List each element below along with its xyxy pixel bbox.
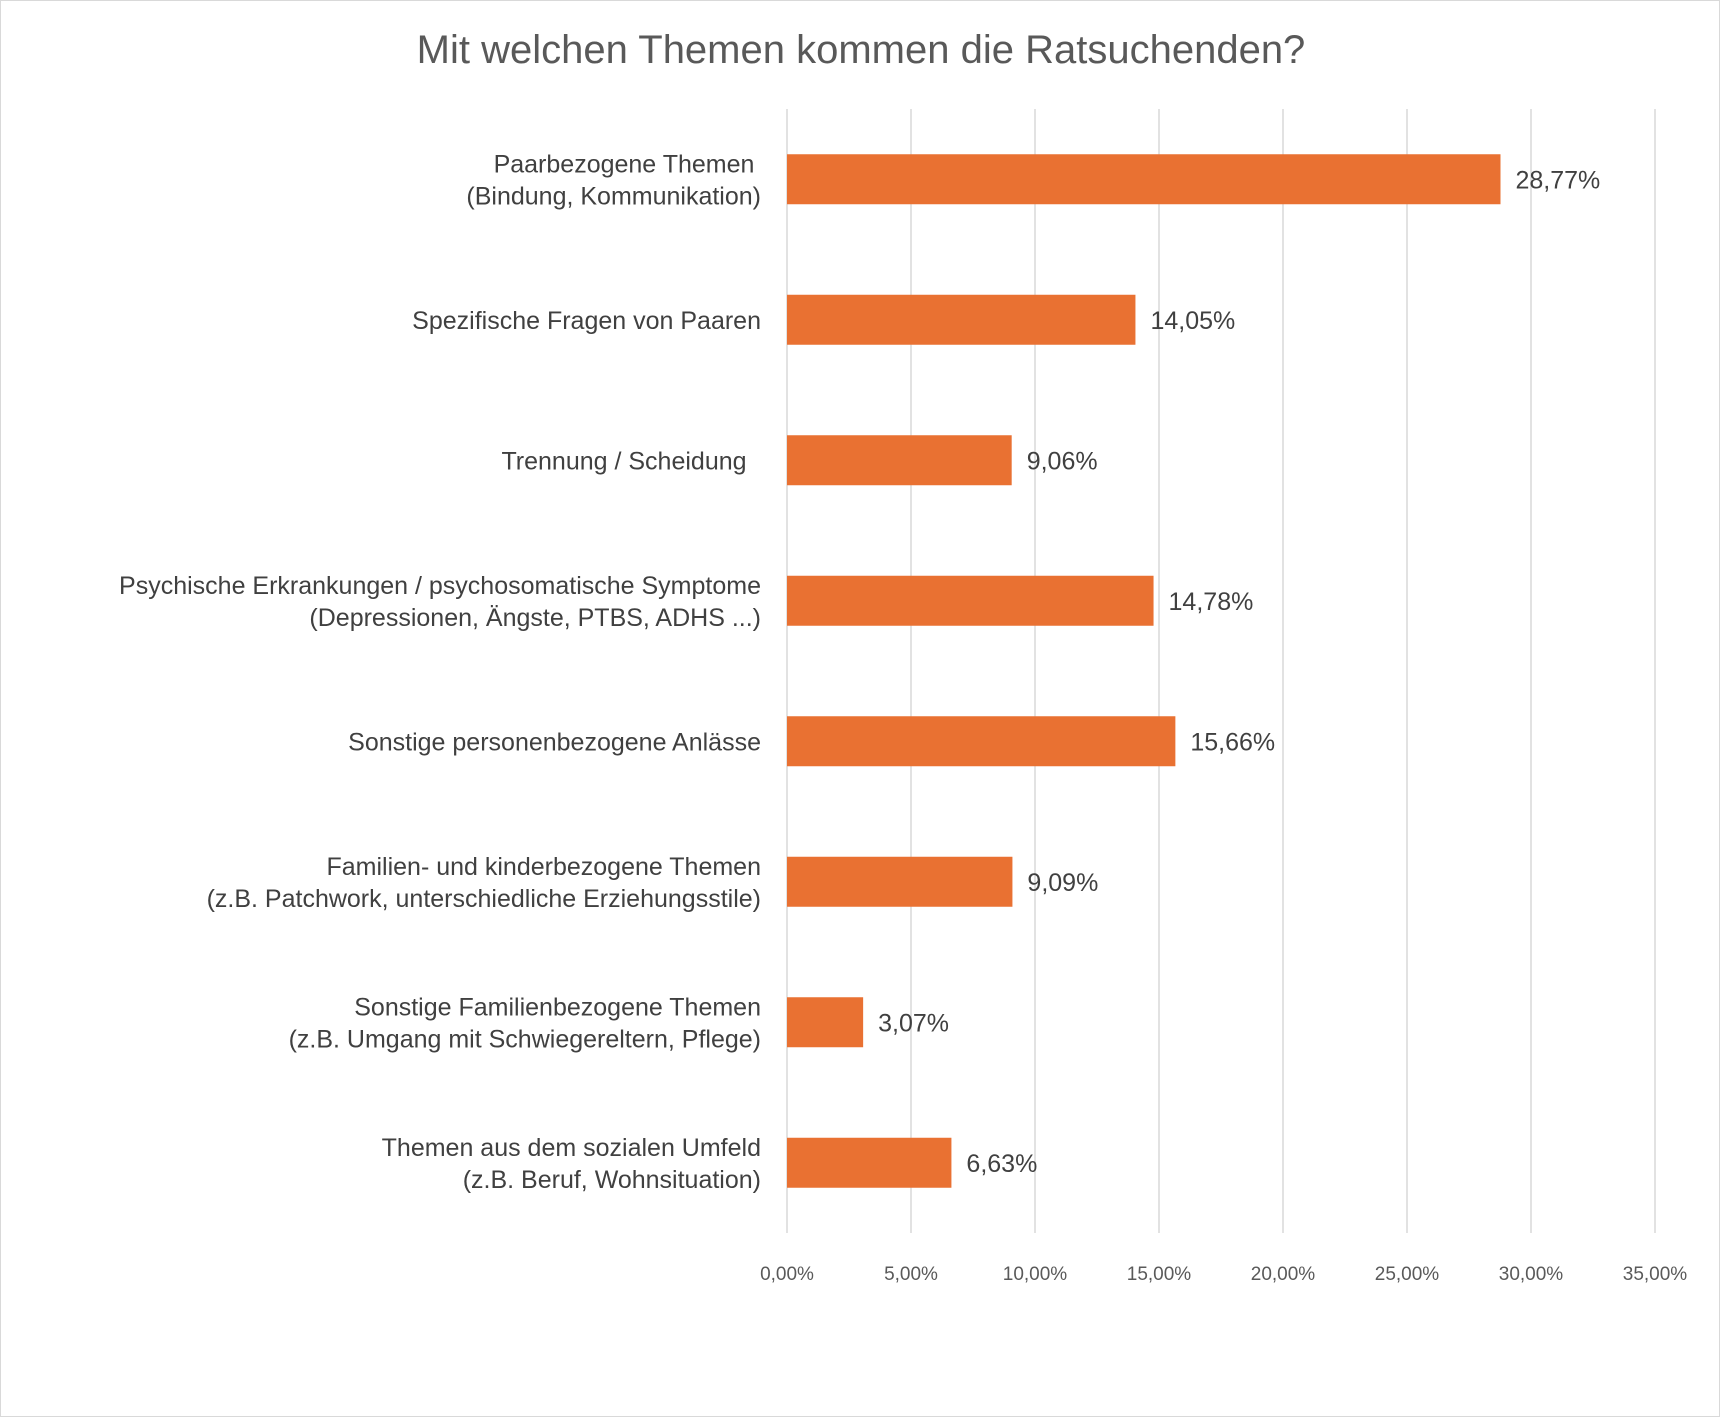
data-label: 3,07% [878, 1009, 949, 1037]
bar [787, 856, 1013, 907]
data-labels: 28,77% 14,05% 9,06% 14,78% 15,66% 9,09% 3,07% 6… [878, 166, 1600, 1178]
category-label: (z.B. Patchwork, unterschiedliche Erzieh… [207, 885, 761, 913]
data-label: 28,77% [1515, 166, 1600, 194]
x-tick-label: 35,00% [1623, 1264, 1688, 1285]
data-label: 9,06% [1027, 447, 1098, 475]
bar [787, 575, 1154, 626]
data-label: 9,09% [1027, 869, 1098, 897]
category-label: Familien- und kinderbezogene Themen [326, 853, 761, 881]
bar [787, 154, 1501, 205]
category-label: (z.B. Umgang mit Schwiegereltern, Pflege… [289, 1025, 761, 1053]
x-tick-label: 0,00% [760, 1264, 814, 1285]
bars [787, 154, 1501, 1188]
bar [787, 294, 1136, 345]
category-label: (Depressionen, Ängste, PTBS, ADHS ...) [309, 604, 761, 632]
gridlines [786, 109, 1656, 1233]
x-tick-label: 30,00% [1499, 1264, 1564, 1285]
chart-title: Mit welchen Themen kommen die Ratsuchend… [417, 28, 1306, 72]
data-label: 14,78% [1169, 588, 1254, 616]
bar [787, 435, 1012, 486]
x-tick-label: 25,00% [1375, 1264, 1440, 1285]
data-label: 14,05% [1150, 307, 1235, 335]
category-label: Sonstige personenbezogene Anlässe [348, 728, 761, 756]
category-label: (Bindung, Kommunikation) [466, 182, 761, 210]
category-label: (z.B. Beruf, Wohnsituation) [463, 1166, 761, 1194]
x-tick-label: 15,00% [1127, 1264, 1192, 1285]
category-label: Paarbezogene Themen [494, 150, 755, 178]
x-axis-ticks: 0,00% 5,00% 10,00% 15,00% 20,00% 25,00% 30,00%… [760, 1264, 1687, 1285]
category-label: Trennung / Scheidung [501, 447, 746, 475]
bar [787, 716, 1176, 767]
category-label: Themen aus dem sozialen Umfeld [382, 1134, 761, 1162]
x-tick-label: 20,00% [1251, 1264, 1316, 1285]
data-label: 15,66% [1190, 728, 1275, 756]
category-label: Psychische Erkrankungen / psychosomatisc… [119, 572, 761, 600]
category-label: Sonstige Familienbezogene Themen [354, 993, 761, 1021]
x-tick-label: 5,00% [884, 1264, 938, 1285]
bar [787, 997, 864, 1048]
category-label: Spezifische Fragen von Paaren [412, 307, 761, 335]
bar [787, 1137, 952, 1188]
category-labels: Paarbezogene Themen (Bindung, Kommunikati… [119, 150, 761, 1194]
x-tick-label: 10,00% [1003, 1264, 1068, 1285]
data-label: 6,63% [966, 1150, 1037, 1178]
